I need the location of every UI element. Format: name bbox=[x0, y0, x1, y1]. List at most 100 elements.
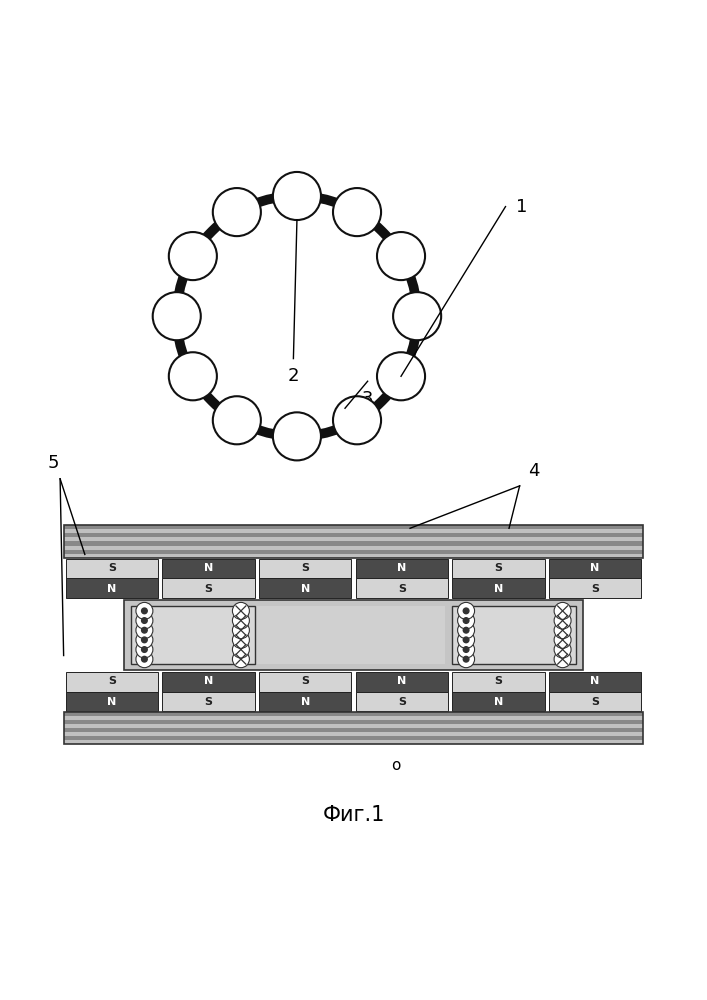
Text: S: S bbox=[204, 697, 213, 707]
Text: N: N bbox=[204, 563, 214, 573]
Circle shape bbox=[213, 188, 261, 236]
Bar bbox=[356, 692, 448, 711]
Bar bbox=[64, 541, 643, 546]
Circle shape bbox=[457, 602, 474, 619]
Circle shape bbox=[457, 641, 474, 658]
Circle shape bbox=[136, 622, 153, 639]
Bar bbox=[64, 712, 643, 716]
Circle shape bbox=[554, 622, 571, 639]
Circle shape bbox=[136, 651, 153, 668]
Circle shape bbox=[136, 612, 153, 629]
Text: S: S bbox=[591, 584, 599, 594]
Circle shape bbox=[169, 352, 217, 400]
Circle shape bbox=[463, 637, 469, 643]
Bar bbox=[259, 578, 351, 598]
Bar bbox=[163, 559, 255, 578]
Bar bbox=[64, 537, 643, 541]
Bar bbox=[64, 728, 643, 732]
Text: S: S bbox=[591, 697, 599, 707]
Bar bbox=[163, 692, 255, 711]
Bar bbox=[549, 672, 641, 692]
Text: N: N bbox=[397, 676, 407, 686]
Bar bbox=[549, 578, 641, 598]
Circle shape bbox=[141, 618, 147, 623]
Bar bbox=[356, 559, 448, 578]
Circle shape bbox=[333, 188, 381, 236]
Text: 1: 1 bbox=[516, 198, 527, 216]
Text: S: S bbox=[301, 676, 309, 686]
Circle shape bbox=[463, 647, 469, 652]
Bar bbox=[452, 559, 544, 578]
Bar bbox=[66, 672, 158, 692]
Circle shape bbox=[233, 651, 250, 668]
Circle shape bbox=[153, 292, 201, 340]
Bar bbox=[259, 559, 351, 578]
Circle shape bbox=[273, 172, 321, 220]
Circle shape bbox=[233, 641, 250, 658]
Text: N: N bbox=[590, 563, 600, 573]
Bar bbox=[64, 525, 643, 529]
Text: 3: 3 bbox=[362, 390, 373, 408]
Bar bbox=[549, 692, 641, 711]
Circle shape bbox=[463, 618, 469, 623]
Bar bbox=[64, 736, 643, 740]
Bar bbox=[66, 692, 158, 711]
Circle shape bbox=[333, 396, 381, 444]
Circle shape bbox=[457, 612, 474, 629]
Circle shape bbox=[233, 602, 250, 619]
Circle shape bbox=[457, 651, 474, 668]
Bar bbox=[64, 732, 643, 736]
Bar bbox=[64, 740, 643, 744]
Circle shape bbox=[393, 292, 441, 340]
Text: 5: 5 bbox=[47, 454, 59, 472]
Circle shape bbox=[141, 647, 147, 652]
Text: N: N bbox=[300, 584, 310, 594]
Text: N: N bbox=[590, 676, 600, 686]
Circle shape bbox=[141, 656, 147, 662]
Bar bbox=[452, 672, 544, 692]
Bar bbox=[64, 525, 643, 558]
Text: N: N bbox=[204, 676, 214, 686]
Circle shape bbox=[169, 232, 217, 280]
Circle shape bbox=[213, 396, 261, 444]
Circle shape bbox=[377, 232, 425, 280]
Text: S: S bbox=[494, 563, 503, 573]
Text: 2: 2 bbox=[288, 367, 299, 385]
Circle shape bbox=[463, 608, 469, 614]
Circle shape bbox=[141, 608, 147, 614]
Bar bbox=[549, 559, 641, 578]
Bar bbox=[163, 672, 255, 692]
Text: N: N bbox=[107, 584, 117, 594]
Text: Фиг.1: Фиг.1 bbox=[322, 805, 385, 825]
Bar bbox=[64, 720, 643, 724]
Circle shape bbox=[141, 637, 147, 643]
Circle shape bbox=[136, 641, 153, 658]
Bar bbox=[64, 724, 643, 728]
Bar bbox=[66, 578, 158, 598]
Text: N: N bbox=[300, 697, 310, 707]
Bar bbox=[124, 600, 583, 670]
Circle shape bbox=[136, 631, 153, 648]
Text: S: S bbox=[494, 676, 503, 686]
Circle shape bbox=[554, 641, 571, 658]
Bar bbox=[66, 559, 158, 578]
Circle shape bbox=[136, 602, 153, 619]
Text: N: N bbox=[493, 584, 503, 594]
Text: S: S bbox=[108, 563, 116, 573]
Circle shape bbox=[554, 631, 571, 648]
Bar bbox=[64, 529, 643, 533]
Bar bbox=[64, 533, 643, 537]
Bar bbox=[131, 606, 255, 664]
Circle shape bbox=[457, 631, 474, 648]
Bar bbox=[64, 712, 643, 744]
Text: N: N bbox=[493, 697, 503, 707]
Bar bbox=[259, 692, 351, 711]
Circle shape bbox=[273, 412, 321, 460]
Text: S: S bbox=[204, 584, 213, 594]
Circle shape bbox=[463, 627, 469, 633]
Bar bbox=[64, 546, 643, 550]
Circle shape bbox=[554, 651, 571, 668]
Bar bbox=[163, 578, 255, 598]
Text: N: N bbox=[107, 697, 117, 707]
Bar bbox=[452, 578, 544, 598]
